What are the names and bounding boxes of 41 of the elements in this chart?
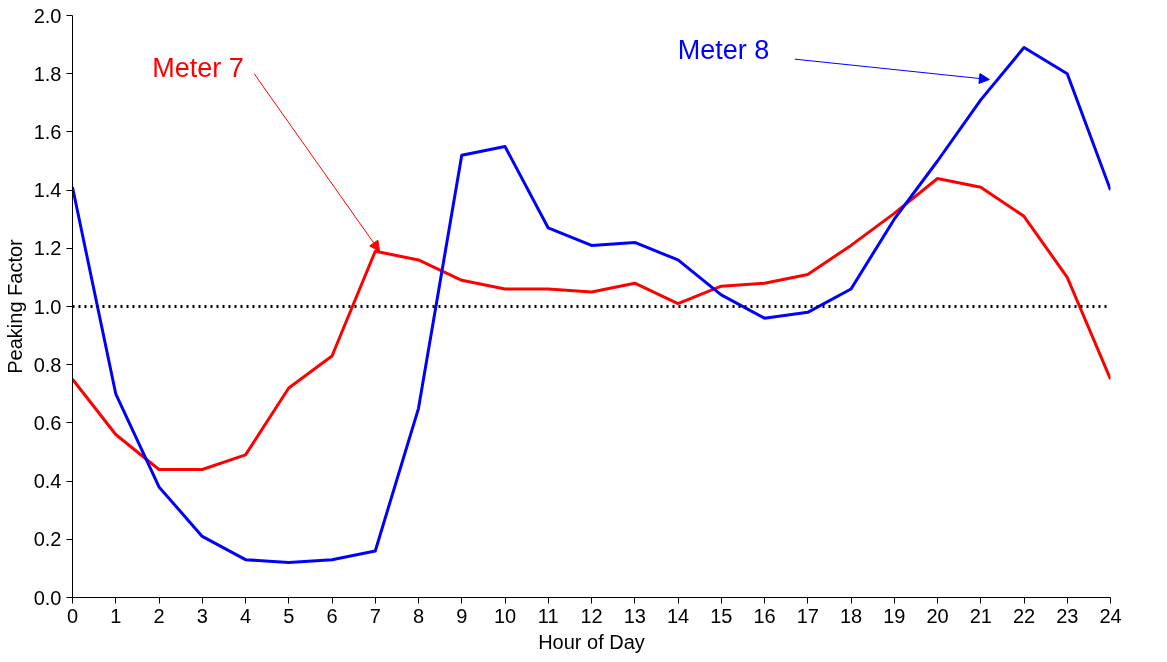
x-tick-label: 9 (456, 604, 468, 627)
x-tick-label: 23 (1056, 604, 1079, 627)
y-tick-label: 0.4 (33, 470, 62, 493)
annotation: Meter 8 (677, 35, 770, 66)
x-tick-label: 11 (537, 604, 559, 627)
x-tick-label: 17 (796, 604, 819, 627)
x-tick-label: 21 (969, 604, 992, 627)
x-tick-label: 5 (283, 604, 295, 627)
x-tick-label: 6 (326, 604, 338, 627)
x-axis-title: Hour of Day (538, 630, 645, 653)
y-tick-label: 0.0 (33, 586, 62, 609)
x-tick-label: 4 (239, 604, 252, 627)
annotation: Meter 7 (152, 52, 244, 83)
y-tick-label: 1.6 (33, 120, 62, 143)
x-tick-label: 22 (1012, 604, 1036, 627)
x-tick-label: 8 (412, 604, 425, 627)
y-tick-label: 0.2 (33, 528, 62, 551)
y-tick-label: 0.6 (33, 411, 62, 434)
y-tick-label: 0.8 (33, 353, 62, 376)
y-tick-label: 1.0 (33, 295, 62, 318)
x-tick-label: 15 (710, 604, 733, 627)
x-tick-label: 19 (883, 604, 906, 627)
line-series (72, 176, 1111, 471)
x-tick-label: 20 (926, 604, 949, 627)
y-tick-label: 1.2 (33, 237, 62, 260)
x-tick-label: 14 (666, 604, 690, 627)
x-tick-label: 1 (110, 604, 122, 627)
x-tick-label: 12 (580, 604, 603, 627)
x-tick-label: 2 (153, 604, 165, 627)
x-tick-label: 0 (66, 604, 79, 627)
y-tick-label: 2.0 (33, 4, 62, 27)
x-tick-label: 7 (369, 604, 381, 627)
x-tick-label: 13 (623, 604, 646, 627)
y-tick-label: 1.8 (33, 62, 62, 85)
x-tick-label: 16 (753, 604, 776, 627)
y-axis-title: Peaking Factor (3, 238, 26, 374)
x-tick-label: 18 (839, 604, 863, 627)
x-tick-label: 3 (196, 604, 208, 627)
x-tick-label: 24 (1099, 604, 1122, 627)
y-tick-label: 1.4 (33, 179, 62, 202)
x-tick-label: 10 (493, 604, 517, 627)
